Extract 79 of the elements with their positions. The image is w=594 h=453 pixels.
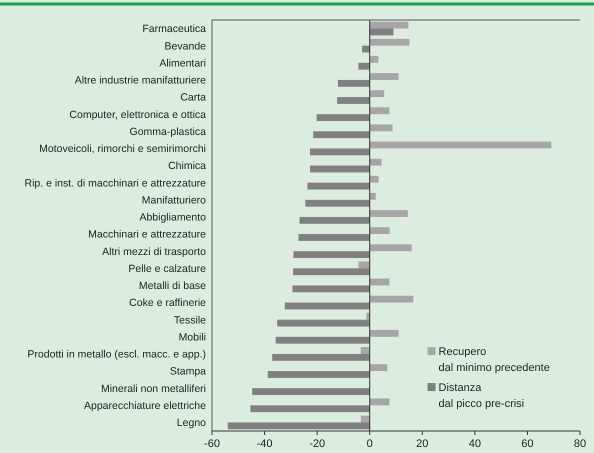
bar <box>370 90 384 98</box>
bar <box>272 354 370 361</box>
bar <box>362 46 370 53</box>
bar <box>298 234 370 241</box>
bar <box>300 216 370 224</box>
y-tick-label: Legno <box>176 417 206 430</box>
bar <box>370 38 410 46</box>
bar <box>370 398 390 406</box>
x-tick-label: 0 <box>366 438 373 450</box>
bar <box>277 320 370 327</box>
bar <box>370 296 414 303</box>
y-tick-label: Minerali non metalliferi <box>100 382 206 395</box>
y-tick-label: Abbigliamento <box>139 212 206 224</box>
y-tick-label: Motoveicoli, rimorchi e semirimorchi <box>39 143 206 156</box>
y-tick-label: Carta <box>180 92 206 104</box>
bar <box>370 124 393 132</box>
bar <box>370 278 390 286</box>
y-tick-label: Altre industrie manifatturiere <box>74 74 206 87</box>
bar <box>310 166 370 172</box>
y-tick-label: Pelle e calzature <box>128 262 206 275</box>
x-tick-label: 40 <box>468 438 481 450</box>
y-tick-label: Metalli di base <box>138 280 206 292</box>
bar <box>370 28 394 36</box>
bar <box>228 422 370 430</box>
y-tick-label: Stampa <box>170 366 206 378</box>
bar <box>370 56 378 63</box>
bar <box>276 336 370 344</box>
bar <box>250 405 370 412</box>
bar <box>313 131 370 138</box>
bar <box>268 371 370 378</box>
y-tick-label: Computer, elettronica e ottica <box>69 108 206 121</box>
bar <box>370 176 379 183</box>
x-tick-label: -40 <box>256 438 273 450</box>
bar <box>358 261 370 268</box>
x-tick-label: 60 <box>521 438 534 450</box>
y-tick-label: Alimentari <box>159 57 206 70</box>
y-tick-label: Apparecchiature elettriche <box>84 400 206 412</box>
bar <box>370 192 376 200</box>
bar <box>337 97 370 104</box>
bar <box>370 330 399 337</box>
bar <box>370 73 399 80</box>
bar <box>360 416 370 422</box>
bar <box>307 182 370 190</box>
x-tick-label: -20 <box>309 438 326 450</box>
x-tick-label: 80 <box>574 438 586 450</box>
bar <box>316 114 370 122</box>
legend-label: Recupero dal minimo precedente <box>438 346 550 374</box>
bar <box>310 148 370 156</box>
bar <box>370 107 390 114</box>
bar <box>252 388 370 396</box>
bar <box>370 142 552 148</box>
bar <box>370 210 408 217</box>
y-tick-label: Mobili <box>178 331 206 344</box>
bar <box>338 80 370 87</box>
legend-label: Distanza dal picco pre-crisi <box>438 382 524 410</box>
bar <box>370 364 388 372</box>
bar <box>292 268 370 276</box>
y-tick-label: Macchinari e attrezzature <box>88 228 206 241</box>
bar <box>293 251 370 258</box>
y-tick-label: Bevande <box>164 40 206 52</box>
y-tick-label: Farmaceutica <box>142 23 206 36</box>
bar <box>370 158 382 166</box>
y-tick-label: Chimica <box>168 160 206 172</box>
y-tick-label: Coke e raffinerie <box>129 297 206 310</box>
y-tick-label: Tessile <box>174 314 206 326</box>
bar <box>360 347 370 354</box>
y-tick-label: Manifatturiero <box>142 194 206 206</box>
bar <box>292 285 370 292</box>
x-tick-label: -60 <box>204 438 220 450</box>
y-tick-label: Altri mezzi di trasporto <box>102 246 206 258</box>
bar <box>370 227 390 234</box>
bar <box>284 302 370 310</box>
y-tick-label: Gomma-plastica <box>130 126 206 138</box>
bar <box>305 200 370 207</box>
bar <box>370 22 408 29</box>
x-tick-label: 20 <box>416 438 428 450</box>
bar <box>370 244 412 252</box>
y-tick-label: Rip. e inst. di macchinari e attrezzature <box>24 177 206 190</box>
y-tick-label: Prodotti in metallo (escl. macc. e app.) <box>27 348 206 361</box>
